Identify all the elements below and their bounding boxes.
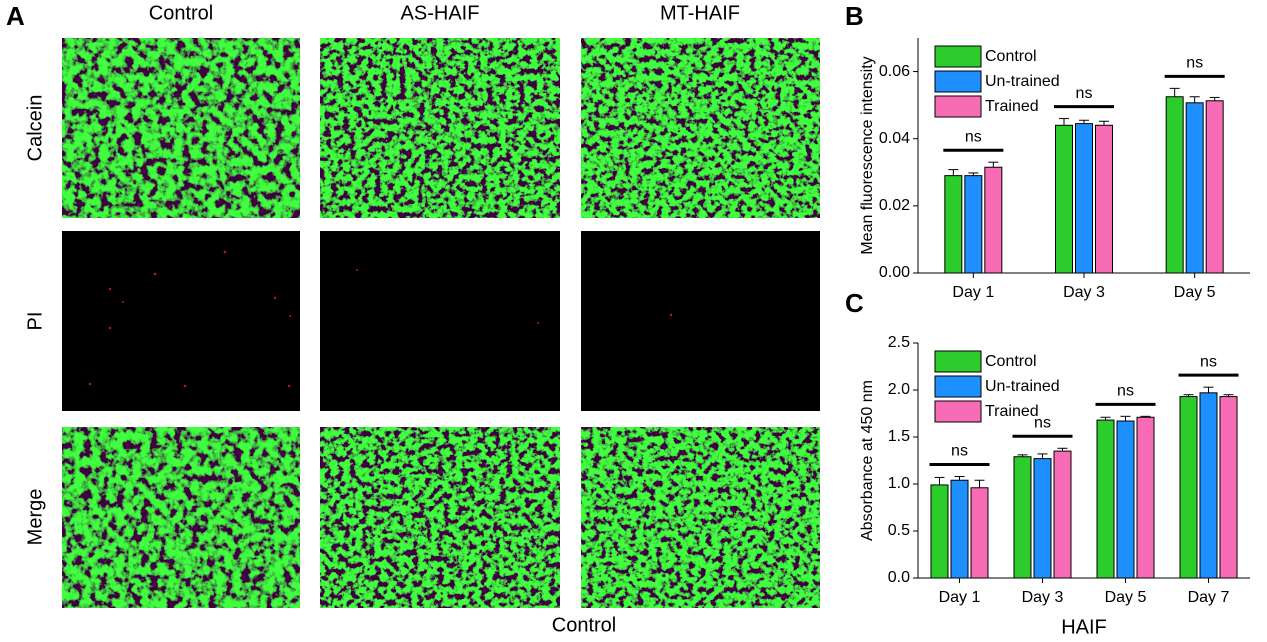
legend-swatch [934,350,982,373]
y-tick-label: 1.5 [888,428,910,445]
row-label: Calcein [24,95,46,162]
legend-swatch [934,70,982,93]
bar [1013,456,1032,579]
significance-label: ns [1186,55,1203,72]
significance-label: ns [951,443,968,460]
bar [1179,396,1198,579]
y-tick-label: 0.00 [879,264,910,281]
bar [1116,420,1135,579]
bar [1075,123,1093,274]
bar [950,479,969,579]
legend-label: Trained [985,403,1039,420]
y-tick-label: 0.02 [879,197,910,214]
bar [984,166,1003,274]
bar [1219,396,1238,579]
y-axis-label: Mean fluorescence intensity [859,56,876,254]
x-tick-label: Day 5 [1174,284,1216,301]
pi-dots [88,250,673,388]
y-tick-label: 1.0 [888,475,910,492]
y-tick-label: 2.0 [888,381,910,398]
micrograph [320,427,560,608]
bar [1205,100,1224,274]
micrograph [62,38,300,218]
bar [1185,102,1204,274]
bar [944,175,963,274]
x-tick-label: Day 1 [952,284,994,301]
micrograph [581,231,820,411]
row-label: PI [24,312,46,331]
panel-letter: B [845,1,864,31]
micrograph [581,38,820,218]
micrograph [62,427,300,608]
y-axis-label: Absorbance at 450 nm [859,380,876,541]
bar [1033,458,1052,579]
bar [1199,392,1218,579]
row-label: Merge [24,489,46,546]
bar [1055,124,1073,274]
bar [964,175,983,274]
panel-a: A Control AS-HAIF MT-HAIF Calcein PI Mer… [6,1,820,636]
column-label: AS-HAIF [401,2,480,24]
micrograph [320,231,560,411]
y-tick-label: 0.0 [888,569,910,586]
bar [1095,124,1113,274]
x-tick-label: Day 3 [1063,284,1105,301]
bar [930,484,949,579]
legend-label: Control [985,48,1037,65]
bar [1053,450,1072,579]
x-tick-label: Day 3 [1022,589,1064,606]
significance-label: ns [1076,85,1093,102]
legend-label: Trained [985,98,1039,115]
bar [1165,96,1184,274]
bar [970,487,989,579]
legend-swatch [934,400,982,423]
legend-label: Un-trained [985,378,1060,395]
y-tick-label: 2.5 [888,334,910,351]
legend-label: Un-trained [985,73,1060,90]
y-tick-label: 0.06 [879,63,910,80]
bar [1096,419,1115,579]
micrograph [320,38,560,218]
panel-letter: C [845,288,864,318]
column-label: MT-HAIF [660,2,740,24]
x-tick-label: Day 7 [1188,589,1230,606]
x-tick-label: Day 1 [939,589,981,606]
significance-label: ns [1117,383,1134,400]
column-label: Control [149,2,213,24]
legend-swatch [934,45,982,68]
panel-letter: A [6,1,25,31]
micrograph [581,427,820,608]
bar [1136,416,1155,579]
footer-label: Control [552,614,616,636]
y-tick-label: 0.5 [888,522,910,539]
legend-swatch [934,95,982,118]
y-tick-label: 0.04 [879,130,910,147]
x-axis-label: HAIF [1061,616,1107,638]
legend-label: Control [985,353,1037,370]
significance-label: ns [1034,414,1051,431]
significance-label: ns [1200,353,1217,370]
micrograph [62,231,300,411]
significance-label: ns [965,128,982,145]
x-tick-label: Day 5 [1105,589,1147,606]
legend-swatch [934,375,982,398]
